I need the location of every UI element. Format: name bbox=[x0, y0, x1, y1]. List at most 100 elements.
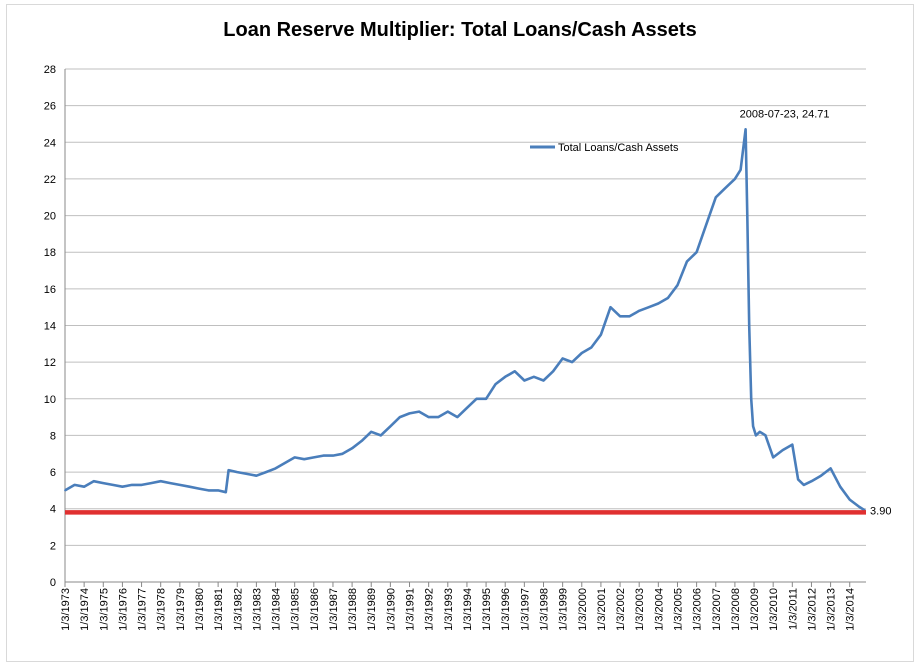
data-point bbox=[647, 306, 650, 309]
x-tick-label: 1/3/2011 bbox=[787, 588, 799, 630]
data-point bbox=[746, 214, 749, 217]
data-point bbox=[332, 454, 334, 457]
data-point bbox=[848, 498, 851, 501]
data-point bbox=[609, 306, 612, 309]
data-point bbox=[858, 506, 861, 508]
data-point bbox=[379, 434, 382, 437]
x-tick-label: 1/3/1989 bbox=[366, 588, 378, 631]
y-tick-label: 2 bbox=[50, 540, 56, 552]
data-point bbox=[695, 251, 698, 254]
data-point bbox=[750, 397, 753, 400]
data-point bbox=[418, 410, 420, 413]
data-point bbox=[64, 489, 66, 492]
data-point bbox=[686, 260, 688, 263]
x-tick-label: 1/3/1984 bbox=[271, 588, 283, 631]
annotation-peak: 2008-07-23, 24.71 bbox=[740, 108, 830, 120]
chart-frame bbox=[6, 4, 914, 662]
data-point bbox=[772, 456, 775, 459]
x-tick-label: 1/3/2012 bbox=[806, 588, 818, 631]
x-tick-label: 1/3/1973 bbox=[60, 588, 72, 631]
x-tick-label: 1/3/1998 bbox=[538, 588, 550, 631]
data-point bbox=[427, 416, 430, 418]
x-tick-label: 1/3/2010 bbox=[768, 588, 780, 631]
data-point bbox=[150, 482, 153, 484]
data-point bbox=[255, 474, 258, 477]
x-tick-label: 1/3/2001 bbox=[596, 588, 608, 631]
data-point bbox=[734, 178, 736, 180]
data-point bbox=[111, 484, 114, 486]
data-point bbox=[791, 443, 794, 446]
data-point bbox=[236, 471, 239, 473]
data-point bbox=[758, 430, 761, 433]
data-point bbox=[755, 434, 757, 437]
data-point bbox=[764, 434, 767, 437]
data-point bbox=[73, 484, 76, 486]
data-point bbox=[590, 346, 593, 349]
data-point bbox=[178, 484, 181, 486]
x-tick-label: 1/3/2002 bbox=[615, 588, 627, 631]
data-point bbox=[351, 447, 353, 450]
y-tick-label: 28 bbox=[44, 64, 56, 76]
data-point bbox=[802, 484, 805, 486]
data-point bbox=[810, 480, 813, 483]
y-tick-label: 26 bbox=[44, 101, 56, 113]
data-point bbox=[676, 284, 679, 287]
y-tick-label: 10 bbox=[44, 394, 56, 406]
x-tick-label: 1/3/1975 bbox=[98, 588, 110, 631]
x-tick-label: 1/3/2004 bbox=[653, 588, 665, 631]
data-point bbox=[638, 309, 641, 312]
data-point bbox=[83, 485, 85, 488]
data-point bbox=[781, 449, 784, 451]
x-tick-label: 1/3/1974 bbox=[79, 588, 91, 631]
x-tick-label: 1/3/1977 bbox=[137, 588, 149, 631]
data-point bbox=[667, 297, 669, 299]
data-point bbox=[797, 478, 799, 481]
data-point bbox=[571, 361, 574, 363]
series-area bbox=[64, 128, 866, 515]
data-point bbox=[274, 467, 277, 470]
x-tick-label: 1/3/1990 bbox=[385, 588, 397, 631]
data-point bbox=[504, 375, 507, 378]
data-point bbox=[523, 379, 526, 382]
data-point bbox=[245, 473, 248, 475]
data-point bbox=[188, 485, 191, 488]
x-axis: 1/3/1973 1/3/1974 1/3/1975 1/3/1976 1/3/1977… bbox=[60, 581, 866, 631]
x-tick-label: 1/3/1991 bbox=[405, 588, 417, 631]
x-tick-label: 1/3/2008 bbox=[730, 588, 742, 631]
data-point bbox=[217, 489, 220, 492]
x-tick-label: 1/3/2006 bbox=[692, 588, 704, 631]
x-tick-label: 1/3/1978 bbox=[156, 588, 168, 631]
y-tick-label: 24 bbox=[44, 137, 56, 149]
data-point bbox=[533, 375, 535, 378]
data-point bbox=[389, 425, 392, 428]
data-point bbox=[102, 482, 105, 484]
x-tick-label: 1/3/2007 bbox=[711, 588, 723, 631]
x-tick-label: 1/3/1996 bbox=[500, 588, 512, 631]
x-tick-label: 1/3/1979 bbox=[175, 588, 187, 631]
x-tick-label: 1/3/1985 bbox=[290, 588, 302, 631]
data-point bbox=[456, 416, 459, 418]
data-point bbox=[224, 491, 227, 494]
x-tick-label: 1/3/2003 bbox=[634, 588, 646, 631]
y-tick-label: 12 bbox=[44, 357, 56, 369]
data-point bbox=[552, 370, 554, 373]
data-point bbox=[561, 357, 564, 360]
y-tick-label: 4 bbox=[50, 504, 56, 516]
data-point bbox=[752, 425, 754, 428]
data-point bbox=[744, 128, 747, 131]
x-tick-label: 1/3/1993 bbox=[443, 588, 455, 631]
data-point bbox=[494, 383, 497, 385]
data-point bbox=[724, 187, 727, 190]
x-tick-label: 1/3/1988 bbox=[347, 588, 359, 631]
data-point bbox=[446, 410, 449, 413]
data-point bbox=[370, 430, 373, 433]
data-point bbox=[829, 467, 832, 470]
data-point bbox=[628, 315, 631, 318]
y-tick-label: 20 bbox=[44, 211, 56, 223]
data-point bbox=[159, 480, 162, 483]
data-point bbox=[293, 456, 296, 459]
data-point bbox=[360, 440, 363, 442]
data-point bbox=[542, 379, 545, 382]
data-point bbox=[714, 196, 717, 199]
